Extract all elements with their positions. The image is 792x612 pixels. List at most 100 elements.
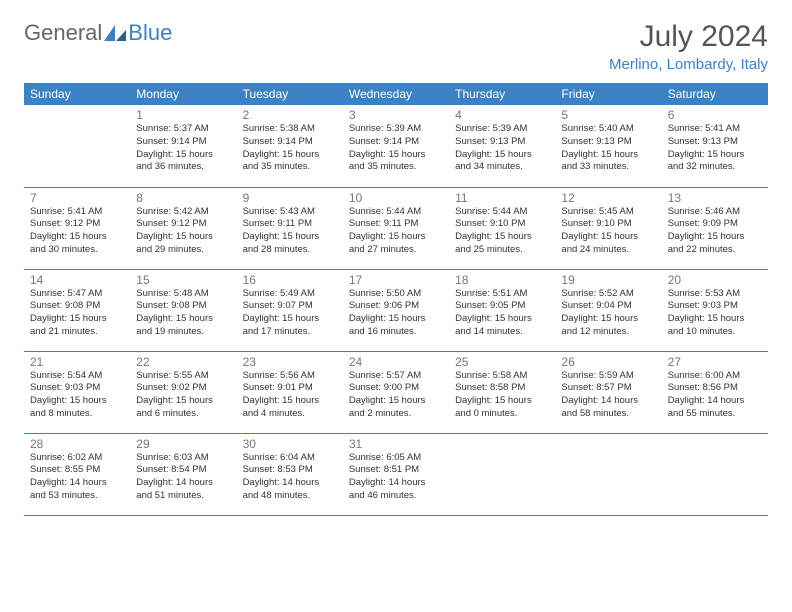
day-details: Sunrise: 5:58 AMSunset: 8:58 PMDaylight:… xyxy=(455,370,549,421)
calendar-cell: 9Sunrise: 5:43 AMSunset: 9:11 PMDaylight… xyxy=(237,187,343,269)
day-number: 6 xyxy=(668,108,762,122)
calendar-cell: 8Sunrise: 5:42 AMSunset: 9:12 PMDaylight… xyxy=(130,187,236,269)
day-number: 24 xyxy=(349,355,443,369)
day-number: 29 xyxy=(136,437,230,451)
calendar-cell: 12Sunrise: 5:45 AMSunset: 9:10 PMDayligh… xyxy=(555,187,661,269)
day-details: Sunrise: 6:02 AMSunset: 8:55 PMDaylight:… xyxy=(30,452,124,503)
day-number: 19 xyxy=(561,273,655,287)
day-details: Sunrise: 5:48 AMSunset: 9:08 PMDaylight:… xyxy=(136,288,230,339)
day-number: 13 xyxy=(668,191,762,205)
day-number: 17 xyxy=(349,273,443,287)
calendar-row: 14Sunrise: 5:47 AMSunset: 9:08 PMDayligh… xyxy=(24,269,768,351)
calendar-row: 21Sunrise: 5:54 AMSunset: 9:03 PMDayligh… xyxy=(24,351,768,433)
day-details: Sunrise: 5:43 AMSunset: 9:11 PMDaylight:… xyxy=(243,206,337,257)
calendar-cell xyxy=(449,433,555,515)
calendar-cell: 7Sunrise: 5:41 AMSunset: 9:12 PMDaylight… xyxy=(24,187,130,269)
day-number: 30 xyxy=(243,437,337,451)
day-details: Sunrise: 5:38 AMSunset: 9:14 PMDaylight:… xyxy=(243,123,337,174)
day-number: 8 xyxy=(136,191,230,205)
calendar-cell: 30Sunrise: 6:04 AMSunset: 8:53 PMDayligh… xyxy=(237,433,343,515)
calendar-cell xyxy=(555,433,661,515)
day-details: Sunrise: 6:04 AMSunset: 8:53 PMDaylight:… xyxy=(243,452,337,503)
day-number: 22 xyxy=(136,355,230,369)
day-number: 3 xyxy=(349,108,443,122)
day-header: Wednesday xyxy=(343,83,449,105)
calendar-cell: 31Sunrise: 6:05 AMSunset: 8:51 PMDayligh… xyxy=(343,433,449,515)
day-details: Sunrise: 5:39 AMSunset: 9:14 PMDaylight:… xyxy=(349,123,443,174)
day-number: 2 xyxy=(243,108,337,122)
day-details: Sunrise: 5:45 AMSunset: 9:10 PMDaylight:… xyxy=(561,206,655,257)
day-number: 21 xyxy=(30,355,124,369)
day-details: Sunrise: 5:46 AMSunset: 9:09 PMDaylight:… xyxy=(668,206,762,257)
day-number: 1 xyxy=(136,108,230,122)
calendar-cell: 14Sunrise: 5:47 AMSunset: 9:08 PMDayligh… xyxy=(24,269,130,351)
day-number: 26 xyxy=(561,355,655,369)
day-number: 31 xyxy=(349,437,443,451)
calendar-cell: 13Sunrise: 5:46 AMSunset: 9:09 PMDayligh… xyxy=(662,187,768,269)
calendar-cell xyxy=(662,433,768,515)
calendar-cell: 24Sunrise: 5:57 AMSunset: 9:00 PMDayligh… xyxy=(343,351,449,433)
day-number: 12 xyxy=(561,191,655,205)
calendar-row: 7Sunrise: 5:41 AMSunset: 9:12 PMDaylight… xyxy=(24,187,768,269)
day-number: 16 xyxy=(243,273,337,287)
day-details: Sunrise: 5:44 AMSunset: 9:11 PMDaylight:… xyxy=(349,206,443,257)
day-header: Friday xyxy=(555,83,661,105)
day-header: Tuesday xyxy=(237,83,343,105)
page-subtitle: Merlino, Lombardy, Italy xyxy=(609,56,768,73)
page-title: July 2024 xyxy=(609,20,768,54)
day-number: 27 xyxy=(668,355,762,369)
calendar-row: 1Sunrise: 5:37 AMSunset: 9:14 PMDaylight… xyxy=(24,105,768,187)
day-details: Sunrise: 5:40 AMSunset: 9:13 PMDaylight:… xyxy=(561,123,655,174)
day-details: Sunrise: 5:41 AMSunset: 9:12 PMDaylight:… xyxy=(30,206,124,257)
day-number: 23 xyxy=(243,355,337,369)
day-header: Saturday xyxy=(662,83,768,105)
calendar-cell: 28Sunrise: 6:02 AMSunset: 8:55 PMDayligh… xyxy=(24,433,130,515)
brand-part2: Blue xyxy=(128,20,172,46)
calendar-cell: 16Sunrise: 5:49 AMSunset: 9:07 PMDayligh… xyxy=(237,269,343,351)
day-details: Sunrise: 5:53 AMSunset: 9:03 PMDaylight:… xyxy=(668,288,762,339)
calendar-cell: 5Sunrise: 5:40 AMSunset: 9:13 PMDaylight… xyxy=(555,105,661,187)
day-number: 5 xyxy=(561,108,655,122)
calendar-cell xyxy=(24,105,130,187)
calendar-cell: 15Sunrise: 5:48 AMSunset: 9:08 PMDayligh… xyxy=(130,269,236,351)
day-details: Sunrise: 5:41 AMSunset: 9:13 PMDaylight:… xyxy=(668,123,762,174)
day-number: 10 xyxy=(349,191,443,205)
day-header: Thursday xyxy=(449,83,555,105)
day-details: Sunrise: 5:50 AMSunset: 9:06 PMDaylight:… xyxy=(349,288,443,339)
day-number: 15 xyxy=(136,273,230,287)
calendar-cell: 21Sunrise: 5:54 AMSunset: 9:03 PMDayligh… xyxy=(24,351,130,433)
calendar-cell: 17Sunrise: 5:50 AMSunset: 9:06 PMDayligh… xyxy=(343,269,449,351)
title-block: July 2024 Merlino, Lombardy, Italy xyxy=(609,20,768,73)
day-details: Sunrise: 5:47 AMSunset: 9:08 PMDaylight:… xyxy=(30,288,124,339)
day-number: 18 xyxy=(455,273,549,287)
brand-part1: General xyxy=(24,20,102,46)
calendar-row: 28Sunrise: 6:02 AMSunset: 8:55 PMDayligh… xyxy=(24,433,768,515)
day-details: Sunrise: 6:00 AMSunset: 8:56 PMDaylight:… xyxy=(668,370,762,421)
calendar-table: Sunday Monday Tuesday Wednesday Thursday… xyxy=(24,83,768,516)
day-number: 11 xyxy=(455,191,549,205)
calendar-cell: 29Sunrise: 6:03 AMSunset: 8:54 PMDayligh… xyxy=(130,433,236,515)
day-details: Sunrise: 5:57 AMSunset: 9:00 PMDaylight:… xyxy=(349,370,443,421)
day-details: Sunrise: 5:52 AMSunset: 9:04 PMDaylight:… xyxy=(561,288,655,339)
calendar-cell: 23Sunrise: 5:56 AMSunset: 9:01 PMDayligh… xyxy=(237,351,343,433)
brand-logo: General Blue xyxy=(24,20,172,46)
day-number: 20 xyxy=(668,273,762,287)
day-details: Sunrise: 5:37 AMSunset: 9:14 PMDaylight:… xyxy=(136,123,230,174)
day-number: 7 xyxy=(30,191,124,205)
day-number: 28 xyxy=(30,437,124,451)
day-details: Sunrise: 5:54 AMSunset: 9:03 PMDaylight:… xyxy=(30,370,124,421)
day-details: Sunrise: 5:55 AMSunset: 9:02 PMDaylight:… xyxy=(136,370,230,421)
calendar-cell: 19Sunrise: 5:52 AMSunset: 9:04 PMDayligh… xyxy=(555,269,661,351)
calendar-cell: 26Sunrise: 5:59 AMSunset: 8:57 PMDayligh… xyxy=(555,351,661,433)
day-details: Sunrise: 5:44 AMSunset: 9:10 PMDaylight:… xyxy=(455,206,549,257)
calendar-cell: 25Sunrise: 5:58 AMSunset: 8:58 PMDayligh… xyxy=(449,351,555,433)
calendar-cell: 20Sunrise: 5:53 AMSunset: 9:03 PMDayligh… xyxy=(662,269,768,351)
day-details: Sunrise: 5:49 AMSunset: 9:07 PMDaylight:… xyxy=(243,288,337,339)
day-number: 4 xyxy=(455,108,549,122)
day-header-row: Sunday Monday Tuesday Wednesday Thursday… xyxy=(24,83,768,105)
calendar-cell: 3Sunrise: 5:39 AMSunset: 9:14 PMDaylight… xyxy=(343,105,449,187)
day-number: 25 xyxy=(455,355,549,369)
calendar-cell: 2Sunrise: 5:38 AMSunset: 9:14 PMDaylight… xyxy=(237,105,343,187)
calendar-cell: 18Sunrise: 5:51 AMSunset: 9:05 PMDayligh… xyxy=(449,269,555,351)
logo-sail-icon xyxy=(104,25,126,41)
